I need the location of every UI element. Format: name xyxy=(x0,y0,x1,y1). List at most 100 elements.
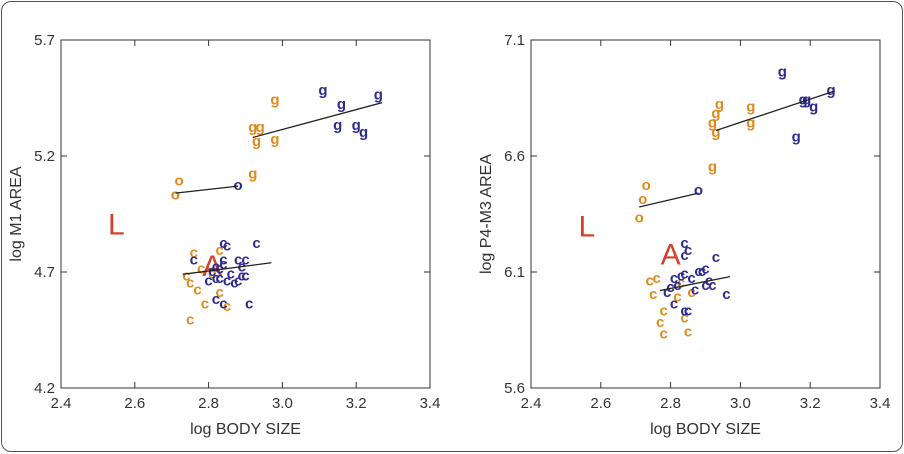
y-tick-label: 5.6 xyxy=(504,380,525,397)
plot-area xyxy=(60,39,431,389)
data-point-c: c xyxy=(197,261,205,278)
data-point-g: g xyxy=(333,117,342,134)
regression-line xyxy=(175,185,239,194)
data-point-g: g xyxy=(337,96,346,113)
x-axis-title: log BODY SIZE xyxy=(190,421,301,438)
data-point-c: c xyxy=(666,279,674,296)
data-point-c: c xyxy=(673,277,681,294)
y-tick-label: 5.7 xyxy=(34,32,55,49)
data-point-c: c xyxy=(234,251,242,268)
data-point-g: g xyxy=(827,82,836,99)
data-point-g: g xyxy=(352,117,361,134)
data-point-c: c xyxy=(684,242,692,259)
data-point-c: c xyxy=(708,277,716,294)
data-point-c: c xyxy=(223,237,231,254)
data-point-o: o xyxy=(642,177,651,194)
y-tick-label: 4.7 xyxy=(34,264,55,281)
y-tick-label: 5.2 xyxy=(34,148,55,165)
data-point-c: c xyxy=(684,302,692,319)
data-point-g: g xyxy=(746,115,755,132)
data-point-c: c xyxy=(219,235,227,252)
data-point-c: c xyxy=(182,268,190,285)
x-tick-label: 3.2 xyxy=(800,395,821,412)
data-point-c: c xyxy=(659,326,667,343)
x-tick-label: 2.4 xyxy=(521,395,542,412)
data-point-g: g xyxy=(792,128,801,145)
data-point-c: c xyxy=(215,242,223,259)
y-tick-label: 6.6 xyxy=(504,148,525,165)
x-tick-label: 3.2 xyxy=(346,395,367,412)
data-point-g: g xyxy=(270,131,279,148)
data-point-g: g xyxy=(778,63,787,80)
data-point-c: c xyxy=(712,249,720,266)
data-point-o: o xyxy=(171,186,180,203)
data-point-c: c xyxy=(212,270,220,287)
group-label-L: L xyxy=(578,211,595,244)
y-axis-title: log P4-M3 AREA xyxy=(478,154,495,274)
y-axis-title: log M1 AREA xyxy=(8,166,25,261)
data-point-c: c xyxy=(234,272,242,289)
data-point-c: c xyxy=(680,302,688,319)
data-point-c: c xyxy=(680,309,688,326)
x-tick-label: 2.4 xyxy=(51,395,72,412)
data-point-c: c xyxy=(673,289,681,306)
data-point-o: o xyxy=(694,182,703,199)
data-point-c: c xyxy=(694,263,702,280)
x-tick-label: 3.0 xyxy=(730,395,751,412)
regression-line xyxy=(252,102,383,139)
data-point-c: c xyxy=(204,272,212,289)
data-point-o: o xyxy=(171,186,180,203)
data-point-o: o xyxy=(635,210,644,227)
data-point-c: c xyxy=(223,272,231,289)
data-point-c: c xyxy=(212,258,220,275)
data-point-c: c xyxy=(680,247,688,264)
data-point-c: c xyxy=(212,291,220,308)
data-point-c: c xyxy=(245,295,253,312)
regression-line xyxy=(639,192,699,208)
data-point-c: c xyxy=(241,251,249,268)
x-tick-label: 2.6 xyxy=(124,395,145,412)
data-point-c: c xyxy=(691,282,699,299)
data-point-c: c xyxy=(190,244,198,261)
data-point-c: c xyxy=(645,272,653,289)
data-point-c: c xyxy=(186,275,194,292)
x-tick-label: 2.8 xyxy=(660,395,681,412)
plot-area xyxy=(530,39,881,389)
data-point-c: c xyxy=(230,275,238,292)
x-tick-label: 3.4 xyxy=(420,395,441,412)
data-point-g: g xyxy=(256,119,265,136)
group-label-L: L xyxy=(108,208,125,241)
data-point-g: g xyxy=(799,91,808,108)
data-point-c: c xyxy=(684,323,692,340)
y-tick-label: 7.1 xyxy=(504,32,525,49)
data-point-c: c xyxy=(201,295,209,312)
data-point-c: c xyxy=(687,270,695,287)
x-axis-title: log BODY SIZE xyxy=(650,421,761,438)
regression-line xyxy=(660,276,731,292)
data-point-c: c xyxy=(238,268,246,285)
data-point-c: c xyxy=(252,235,260,252)
data-point-g: g xyxy=(270,91,279,108)
data-point-g: g xyxy=(359,124,368,141)
data-point-g: g xyxy=(746,98,755,115)
data-point-g: g xyxy=(318,82,327,99)
data-point-c: c xyxy=(659,302,667,319)
data-point-c: c xyxy=(698,263,706,280)
data-point-g: g xyxy=(252,133,261,150)
data-point-o: o xyxy=(638,191,647,208)
data-point-c: c xyxy=(677,275,685,292)
data-point-c: c xyxy=(223,298,231,315)
data-point-c: c xyxy=(687,284,695,301)
data-point-g: g xyxy=(708,159,717,176)
data-point-c: c xyxy=(219,256,227,273)
data-point-c: c xyxy=(677,268,685,285)
data-point-c: c xyxy=(227,265,235,282)
data-point-g: g xyxy=(708,115,717,132)
data-point-c: c xyxy=(193,282,201,299)
regression-line xyxy=(715,90,835,132)
data-point-c: c xyxy=(186,312,194,329)
data-point-c: c xyxy=(652,270,660,287)
x-tick-label: 2.6 xyxy=(590,395,611,412)
